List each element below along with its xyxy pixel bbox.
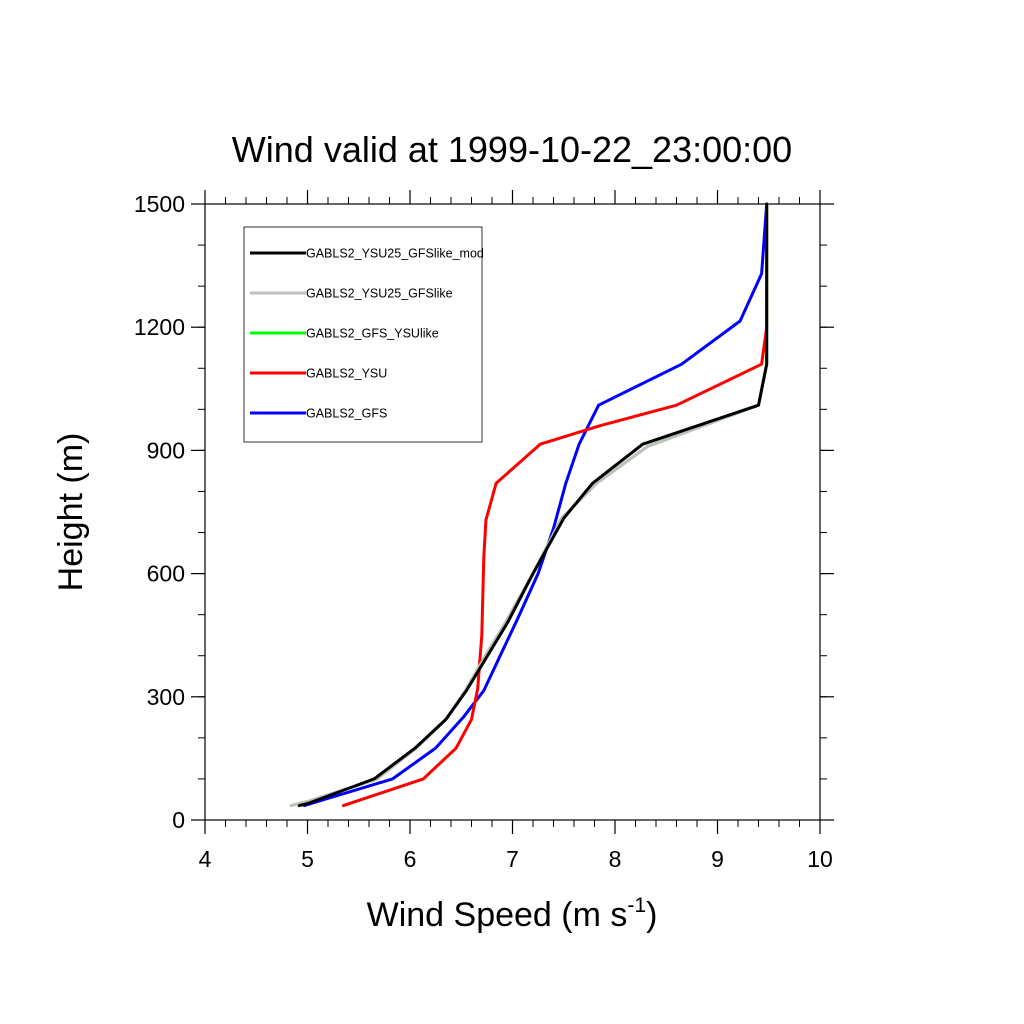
x-tick-label: 7 <box>506 846 519 872</box>
legend-label: GABLS2_GFS_YSUlike <box>306 327 439 341</box>
legend-label: GABLS2_GFS <box>306 407 387 421</box>
series-line <box>302 202 769 808</box>
y-axis-label: Height (m) <box>52 433 90 592</box>
y-tick-label: 1500 <box>134 191 185 217</box>
series-line <box>341 202 769 808</box>
x-tick-label: 4 <box>199 846 212 872</box>
series-lines <box>289 202 769 808</box>
chart-title: Wind valid at 1999-10-22_23:00:00 <box>232 129 792 170</box>
legend: GABLS2_YSU25_GFSlike_mod GABLS2_YSU25_GFS… <box>243 226 484 443</box>
x-axis-label: Wind Speed (m s-1) <box>367 894 658 934</box>
x-tick-label: 10 <box>807 846 833 872</box>
legend-label: GABLS2_YSU <box>306 367 387 381</box>
series-line <box>297 202 769 808</box>
legend-label: GABLS2_YSU25_GFSlike <box>306 287 453 301</box>
x-tick-label: 9 <box>711 846 724 872</box>
y-tick-label: 600 <box>147 561 185 587</box>
y-tick-label: 1200 <box>134 314 185 340</box>
x-axis-label-superscript: -1 <box>627 894 646 917</box>
x-tick-label: 5 <box>301 846 314 872</box>
axis-ticks: 4 5 6 7 8 9 10 0 300 600 900 1200 1500 <box>134 190 834 872</box>
legend-label: GABLS2_YSU25_GFSlike_mod <box>306 247 484 261</box>
x-axis-label-suffix: ) <box>646 896 657 934</box>
x-tick-label: 6 <box>404 846 417 872</box>
y-tick-label: 0 <box>172 807 185 833</box>
x-axis-label-main: Wind Speed (m s <box>367 896 628 934</box>
y-tick-label: 300 <box>147 684 185 710</box>
y-tick-label: 900 <box>147 437 185 463</box>
x-tick-label: 8 <box>609 846 622 872</box>
